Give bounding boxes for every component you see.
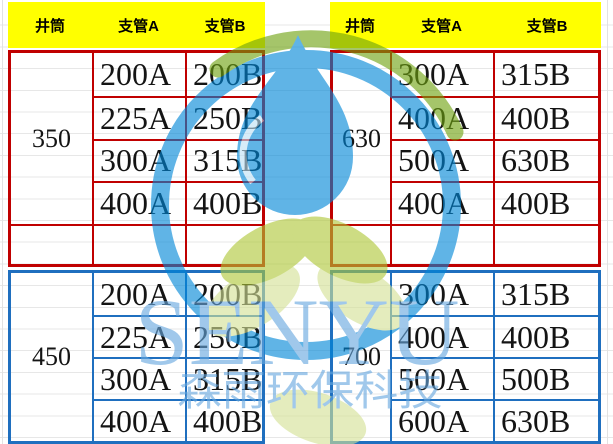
right-table: 井筒 支管A 支管B 630 300A 315B 400A 400B 500A … bbox=[330, 2, 601, 444]
table-cell[interactable]: 400A bbox=[390, 95, 493, 139]
header-cell-shaft[interactable]: 井筒 bbox=[344, 17, 375, 35]
table-cell[interactable]: 200B bbox=[185, 53, 262, 96]
header-cell-branch-b[interactable]: 支管B bbox=[204, 17, 246, 35]
right-section-700: 700 300A 315B 400A 400B 500A 500B 600A 6… bbox=[330, 270, 601, 444]
table-cell[interactable]: 400A bbox=[390, 315, 493, 357]
right-table-header: 井筒 支管A 支管B bbox=[330, 2, 601, 48]
empty-cell[interactable] bbox=[185, 224, 263, 264]
table-cell[interactable]: 300A bbox=[92, 138, 185, 182]
left-section-450: 450 200A 200B 225A 250B 300A 315B 400A 4… bbox=[8, 270, 265, 444]
table-cell[interactable]: 500A bbox=[390, 138, 493, 182]
empty-cell[interactable] bbox=[493, 224, 598, 264]
table-cell[interactable]: 200A bbox=[92, 53, 185, 96]
header-cell-shaft[interactable]: 井筒 bbox=[34, 17, 65, 35]
right-section-630: 630 300A 315B 400A 400B 500A 630B 400A 4… bbox=[330, 50, 601, 267]
header-cell-branch-a[interactable]: 支管A bbox=[118, 17, 159, 35]
table-cell[interactable]: 225A bbox=[92, 315, 185, 357]
left-table-header: 井筒 支管A 支管B bbox=[8, 2, 265, 48]
table-cell[interactable]: 200B bbox=[185, 273, 262, 315]
table-cell[interactable]: 500A bbox=[390, 357, 493, 399]
table-cell[interactable]: 300A bbox=[92, 357, 185, 399]
table-cell[interactable]: 225A bbox=[92, 95, 185, 139]
table-cell[interactable]: 300A bbox=[390, 53, 493, 96]
table-cell[interactable]: 300A bbox=[390, 273, 493, 315]
table-cell[interactable]: 630B bbox=[493, 138, 598, 182]
table-cell[interactable]: 400A bbox=[92, 181, 185, 224]
shaft-cell[interactable]: 450 bbox=[32, 342, 71, 371]
table-cell[interactable]: 400B bbox=[493, 181, 598, 224]
table-cell[interactable]: 400A bbox=[92, 399, 185, 441]
table-cell[interactable]: 400B bbox=[493, 315, 598, 357]
gridline-vertical-right bbox=[607, 0, 608, 444]
table-cell[interactable]: 315B bbox=[493, 53, 598, 96]
empty-cell[interactable] bbox=[11, 224, 92, 264]
table-cell[interactable]: 500B bbox=[493, 357, 598, 399]
table-cell[interactable]: 315B bbox=[185, 138, 263, 182]
table-cell[interactable]: 400B bbox=[493, 95, 598, 139]
header-cell-branch-b[interactable]: 支管B bbox=[526, 17, 568, 35]
shaft-cell[interactable]: 700 bbox=[342, 342, 381, 371]
table-cell[interactable]: 315B bbox=[185, 357, 263, 399]
table-cell[interactable]: 400B bbox=[185, 181, 263, 224]
empty-cell[interactable] bbox=[333, 224, 390, 264]
table-cell[interactable]: 600A bbox=[390, 399, 493, 441]
shaft-cell[interactable]: 350 bbox=[32, 123, 71, 153]
table-cell[interactable]: 315B bbox=[493, 273, 598, 315]
table-cell[interactable]: 250B bbox=[185, 95, 263, 139]
empty-cell[interactable] bbox=[390, 224, 493, 264]
gridline-vertical-left bbox=[2, 0, 3, 444]
shaft-cell[interactable]: 630 bbox=[342, 123, 381, 153]
empty-cell[interactable] bbox=[92, 224, 185, 264]
table-cell[interactable]: 400A bbox=[390, 181, 493, 224]
left-section-350: 350 200A 200B 225A 250B 300A 315B 400A 4… bbox=[8, 50, 265, 267]
left-table: 井筒 支管A 支管B 350 200A 200B 225A 250B 300A … bbox=[8, 2, 265, 444]
header-cell-branch-a[interactable]: 支管A bbox=[421, 17, 462, 35]
table-cell[interactable]: 250B bbox=[185, 315, 263, 357]
table-cell[interactable]: 630B bbox=[493, 399, 598, 441]
table-cell[interactable]: 400B bbox=[185, 399, 263, 441]
table-cell[interactable]: 200A bbox=[92, 273, 185, 315]
